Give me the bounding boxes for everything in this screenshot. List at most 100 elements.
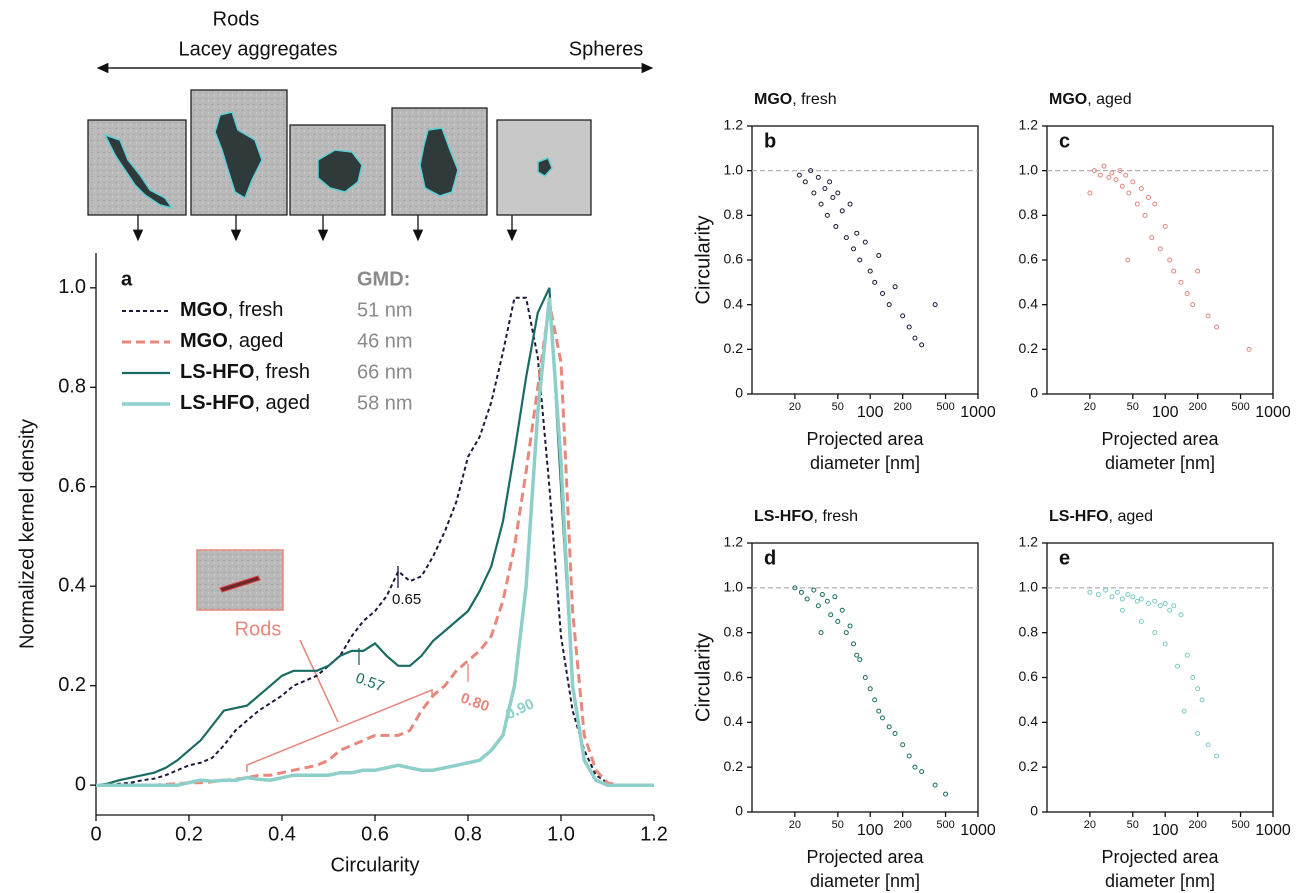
point (835, 190, 841, 196)
x-axis-label: Projected area (806, 847, 924, 867)
point (1142, 212, 1148, 218)
y-tick-label: 0.6 (724, 251, 744, 267)
point (835, 618, 841, 624)
y-tick-label: 0 (1030, 803, 1038, 819)
x-tick-label: 100 (857, 404, 884, 421)
x-tick-label: 100 (1152, 404, 1179, 421)
y-tick-label: 1.0 (1019, 161, 1039, 177)
point (839, 208, 845, 214)
point (880, 291, 886, 296)
x-tick-label: 20 (789, 401, 801, 413)
point (1214, 324, 1220, 330)
point (1130, 594, 1136, 600)
y-tick-label: 0.8 (724, 206, 744, 222)
point (1125, 592, 1131, 598)
point (900, 742, 906, 748)
point (1101, 163, 1107, 169)
legend-gmd: 51 nm (357, 299, 413, 321)
y-tick-label: 0.4 (724, 713, 744, 729)
point (1109, 170, 1115, 176)
x-axis-label: Circularity (331, 854, 420, 876)
x-tick-label: 1000 (1255, 822, 1291, 839)
panel-title: MGO, fresh (754, 91, 837, 108)
x-axis-label: diameter [nm] (1105, 871, 1215, 891)
x-tick-label: 0.4 (268, 823, 296, 845)
point (892, 731, 898, 737)
y-tick-label: 1.0 (724, 161, 744, 177)
y-tick-label: 0.4 (58, 575, 86, 597)
point (851, 246, 857, 252)
point (1095, 592, 1101, 598)
point (1146, 601, 1152, 607)
point (847, 201, 853, 207)
point (792, 585, 798, 591)
point (827, 179, 833, 185)
y-tick-label: 0.2 (1019, 340, 1039, 356)
point (1123, 172, 1129, 178)
panel-label: a (121, 268, 133, 290)
x-tick-label: 100 (1152, 822, 1179, 839)
y-axis-label: Circularity (692, 633, 714, 722)
point (1103, 587, 1109, 593)
x-tick-label: 0.6 (361, 823, 389, 845)
point (1149, 235, 1155, 241)
legend-label: MGO, aged (180, 330, 283, 352)
point (843, 630, 849, 636)
point (1162, 224, 1168, 229)
point (1195, 686, 1201, 692)
point (1195, 268, 1201, 274)
x-tick-label: 50 (1127, 819, 1139, 831)
point (828, 612, 834, 618)
point (867, 268, 873, 274)
point (1157, 246, 1163, 252)
x-tick-label: 50 (1127, 401, 1139, 413)
point (1162, 641, 1168, 647)
point (880, 715, 886, 721)
point (798, 589, 804, 595)
point (876, 708, 882, 714)
point (943, 791, 949, 797)
y-tick-label: 0.2 (1019, 758, 1039, 774)
panel-label: c (1059, 130, 1070, 152)
point (1146, 194, 1152, 200)
morph-label: Lacey aggregates (178, 38, 337, 60)
point (1205, 313, 1211, 319)
y-tick-label: 0 (735, 803, 743, 819)
x-tick-label: 0 (90, 823, 101, 845)
x-tick-label: 50 (832, 401, 844, 413)
point (919, 769, 925, 775)
point (1205, 742, 1211, 748)
legend-gmd: 58 nm (357, 392, 413, 414)
point (1119, 596, 1125, 602)
point (854, 230, 860, 236)
point (862, 675, 868, 680)
point (1199, 697, 1205, 703)
point (1152, 598, 1158, 604)
point (1184, 291, 1190, 296)
point (1162, 601, 1168, 607)
point (804, 596, 810, 602)
point (886, 724, 892, 730)
point (833, 224, 839, 229)
image-arrows (132, 215, 518, 242)
x-tick-label: 0.2 (175, 823, 203, 845)
legend-gmd: 66 nm (357, 361, 413, 383)
point (892, 284, 898, 290)
legend-header: GMD: (357, 268, 410, 290)
y-tick-label: 1.2 (1019, 534, 1039, 550)
x-tick-label: 500 (1231, 819, 1249, 831)
x-tick-label: 100 (857, 822, 884, 839)
rods-inset (196, 549, 433, 772)
y-tick-label: 0.6 (1019, 251, 1039, 267)
particle-images (87, 89, 592, 216)
point (932, 782, 938, 788)
x-axis-label: diameter [nm] (1105, 453, 1215, 473)
point (912, 335, 918, 341)
y-tick-label: 1.0 (58, 276, 86, 298)
point (1214, 753, 1220, 759)
y-axis-label: Normalized kernel density (16, 419, 38, 649)
point (1097, 172, 1103, 178)
peak-label: 0.57 (353, 670, 386, 696)
panel-label: b (764, 130, 776, 152)
point (843, 235, 849, 241)
